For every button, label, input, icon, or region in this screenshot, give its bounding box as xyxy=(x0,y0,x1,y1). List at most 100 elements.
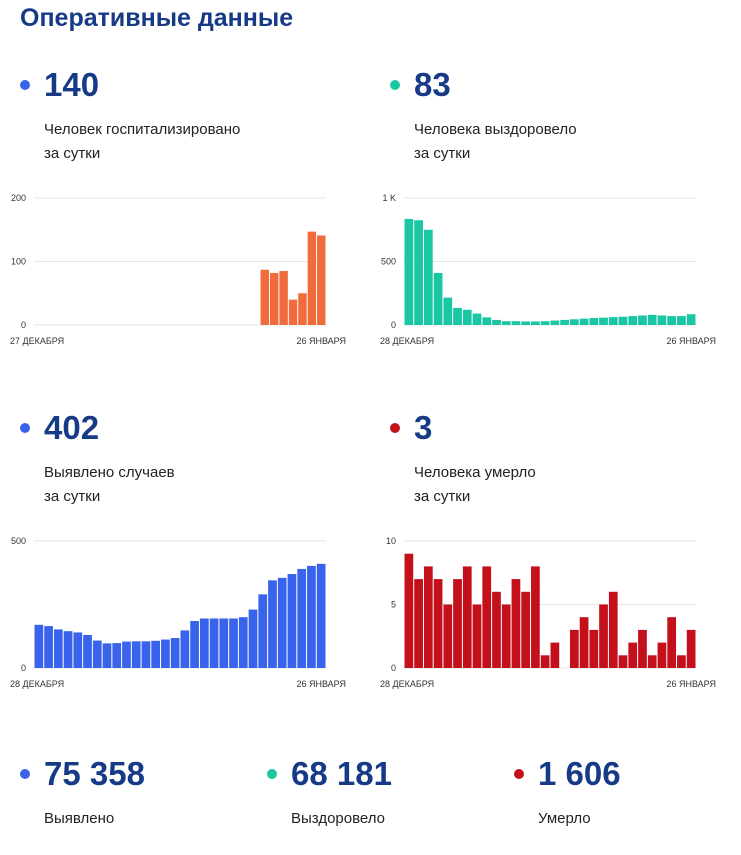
bar xyxy=(44,626,53,668)
deaths-bar-chart: 0 5 10 28 ДЕКАБРЯ 26 ЯНВАРЯ xyxy=(380,536,716,689)
bar xyxy=(608,591,618,668)
bar xyxy=(618,655,628,668)
cases-bar-chart: 0 500 28 ДЕКАБРЯ 26 ЯНВАРЯ xyxy=(10,536,346,689)
teal-dot-icon xyxy=(390,80,400,90)
bar xyxy=(647,655,657,668)
bar xyxy=(229,618,238,668)
bar xyxy=(102,643,112,668)
x-start-label: 27 ДЕКАБРЯ xyxy=(10,336,64,346)
x-end-label: 26 ЯНВАРЯ xyxy=(296,679,346,689)
x-start-label: 28 ДЕКАБРЯ xyxy=(380,336,434,346)
bar xyxy=(501,604,511,668)
bar xyxy=(433,579,443,668)
bar xyxy=(298,293,307,325)
bar xyxy=(521,321,531,325)
bar xyxy=(531,566,540,668)
bar xyxy=(277,577,287,668)
bar xyxy=(248,609,258,668)
bar xyxy=(492,319,501,325)
bar xyxy=(269,272,279,325)
chart-cases: 0 500 28 ДЕКАБРЯ 26 ЯНВАРЯ xyxy=(0,533,360,693)
total-detected-value: 75 358 xyxy=(44,755,145,792)
chart-recovered: 0 500 1 K 28 ДЕКАБРЯ 26 ЯНВАРЯ xyxy=(370,190,730,350)
bar xyxy=(453,307,462,325)
bar xyxy=(462,566,472,668)
bar xyxy=(647,314,657,325)
teal-dot-icon xyxy=(267,769,277,779)
blue-dot-icon xyxy=(20,80,30,90)
bar xyxy=(589,629,599,668)
y-tick-label: 0 xyxy=(391,663,396,673)
bar xyxy=(161,639,170,668)
bar xyxy=(131,641,141,668)
bar xyxy=(492,591,501,668)
x-start-label: 28 ДЕКАБРЯ xyxy=(380,679,434,689)
bar xyxy=(677,316,686,325)
x-end-label: 26 ЯНВАРЯ xyxy=(666,336,716,346)
bar xyxy=(628,642,638,668)
bar xyxy=(599,317,608,325)
bar xyxy=(657,315,667,325)
bar xyxy=(618,316,628,325)
y-tick-label: 0 xyxy=(21,663,26,673)
bar xyxy=(599,604,608,668)
bar xyxy=(579,617,589,668)
bar xyxy=(482,566,492,668)
hospitalized-value: 140 xyxy=(44,66,100,103)
bar xyxy=(472,604,482,668)
hospitalized-label: Человек госпитализировано за сутки xyxy=(44,121,241,162)
bar xyxy=(317,235,326,325)
x-end-label: 26 ЯНВАРЯ xyxy=(296,336,346,346)
total-deaths-value: 1 606 xyxy=(538,755,621,792)
y-tick-label: 0 xyxy=(391,320,396,330)
bar xyxy=(453,579,462,668)
bar xyxy=(414,579,423,668)
bar xyxy=(83,634,92,668)
bar xyxy=(462,309,472,325)
bar xyxy=(404,553,414,668)
page-title: Оперативные данные xyxy=(20,4,294,32)
bar xyxy=(423,229,433,325)
bar xyxy=(238,617,248,668)
bar xyxy=(540,321,550,325)
total-detected-label: Выявлено xyxy=(44,810,115,827)
y-tick-label: 200 xyxy=(11,193,26,203)
bar xyxy=(219,618,229,668)
bar xyxy=(180,630,190,668)
hospitalized-bar-chart: 0 100 200 27 ДЕКАБРЯ 26 ЯНВАРЯ xyxy=(10,193,346,346)
y-tick-label: 10 xyxy=(386,536,396,546)
bar xyxy=(472,313,482,325)
red-dot-icon xyxy=(514,769,524,779)
bar xyxy=(112,643,122,668)
bar xyxy=(199,618,209,668)
bar xyxy=(511,579,521,668)
y-tick-label: 1 K xyxy=(382,193,396,203)
bar xyxy=(141,641,151,668)
bar xyxy=(560,319,569,325)
bar xyxy=(279,271,288,325)
bar xyxy=(404,218,414,325)
y-tick-label: 500 xyxy=(381,257,396,267)
bar xyxy=(73,632,83,668)
bar xyxy=(268,580,277,668)
bar xyxy=(260,269,269,325)
recovered-label: Человека выздоровело за сутки xyxy=(414,121,577,162)
total-deaths-label: Умерло xyxy=(538,810,591,827)
chart-hospitalized: 0 100 200 27 ДЕКАБРЯ 26 ЯНВАРЯ xyxy=(0,190,360,350)
bar xyxy=(589,318,599,325)
bar xyxy=(657,642,667,668)
bar xyxy=(608,317,618,325)
bar xyxy=(579,318,589,325)
y-tick-label: 0 xyxy=(21,320,26,330)
blue-dot-icon xyxy=(20,423,30,433)
bar xyxy=(482,317,492,325)
bar xyxy=(667,316,677,325)
bar xyxy=(443,297,453,325)
bar xyxy=(550,320,560,325)
bar xyxy=(686,629,696,668)
bar xyxy=(531,321,540,325)
cases-value: 402 xyxy=(44,409,100,446)
total-recovered-value: 68 181 xyxy=(291,755,392,792)
bar xyxy=(92,640,102,668)
bar xyxy=(122,641,131,668)
